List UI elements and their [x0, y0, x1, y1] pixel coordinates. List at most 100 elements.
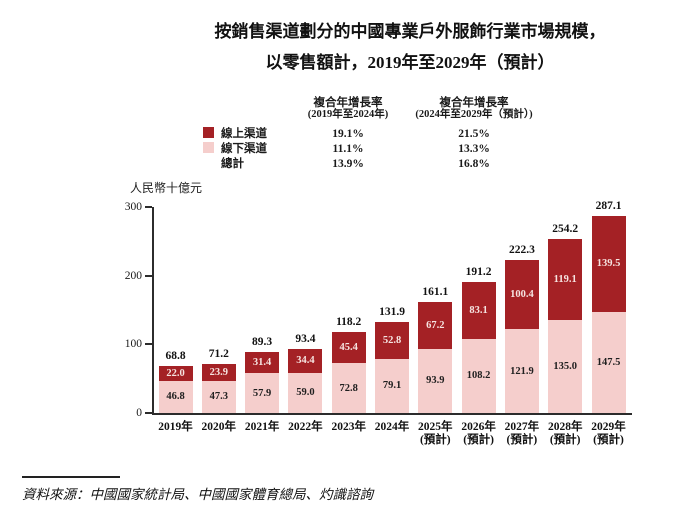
bar-total-label: 222.3 [508, 244, 535, 257]
bar-total-label: 287.1 [595, 199, 622, 212]
bar-2026年-offline-segment: 108.2 [461, 338, 496, 413]
cagr-total-2024-2029: 16.8% [458, 158, 490, 170]
bar-2019年-online-segment: 22.0 [158, 365, 193, 381]
online-value-label: 23.9 [209, 366, 228, 378]
bar-2024年-offline-segment: 79.1 [375, 358, 409, 413]
offline-value-label: 135.0 [553, 361, 577, 373]
offline-value-label: 46.8 [166, 391, 185, 403]
y-tick-label: 100 [124, 338, 142, 351]
x-tick-label-year: 2025年 [418, 421, 453, 433]
x-tick-label-year: 2024年 [374, 421, 410, 433]
bar-total-label: 89.3 [252, 335, 273, 348]
x-tick-label-forecast-note: (預計) [419, 434, 451, 446]
x-tick-label-year: 2027年 [504, 421, 540, 433]
bar-2023年-offline-segment: 72.8 [331, 363, 366, 413]
offline-value-label: 57.9 [252, 387, 272, 399]
y-tick-label: 300 [124, 201, 142, 213]
x-tick-label-year: 2021年 [244, 421, 280, 433]
bar-2021年-offline-segment: 57.9 [245, 373, 280, 413]
x-tick-label-year: 2019年 [158, 421, 193, 433]
x-tick-label-year: 2026年 [461, 421, 496, 433]
bar-2022年-online-segment: 34.4 [288, 348, 323, 373]
online-value-label: 45.4 [339, 341, 358, 353]
bar-2023年-online-segment: 45.4 [331, 331, 366, 364]
x-tick-label: 2029年 (預計) [578, 421, 640, 447]
x-tick-label: 2022年 [274, 421, 336, 434]
cagr-header-2-line2: (2024年至2029年（預計）) [415, 109, 533, 120]
cagr-online-2019-2024: 19.1% [332, 128, 364, 140]
offline-value-label: 108.2 [466, 370, 491, 382]
offline-value-label: 147.5 [596, 356, 621, 368]
bar-total-label: 191.2 [465, 265, 492, 278]
plot-area: 0 100 200 300 46.8 22.0 68.8 2019年 47.3 23.9 71.2 2… [125, 200, 632, 446]
legend-label-online: 線上渠道 [221, 128, 267, 140]
cagr-offline-2019-2024: 11.1% [332, 143, 364, 155]
bar-total-label: 254.2 [552, 222, 579, 235]
source-note: 資料來源：中國國家統計局、中國國家體育總局、灼識諮詢 [22, 487, 373, 502]
bar-2028年-online-segment: 119.1 [548, 238, 583, 321]
legend: 線上渠道 線下渠道 總計 [203, 127, 267, 172]
x-tick-label: 2023年 [318, 421, 380, 434]
cagr-column-2024-2029: 複合年增長率 (2024年至2029年（預計）) 21.5% 13.3% 16.… [394, 97, 554, 170]
y-axis-tick [145, 343, 152, 346]
y-axis-tick [145, 206, 152, 208]
legend-row-total: 總計 [203, 157, 267, 172]
x-tick-label: 2025年 (預計) [404, 421, 466, 447]
x-tick-label: 2021年 [231, 421, 293, 434]
offline-value-label: 59.0 [296, 387, 315, 399]
offline-value-label: 72.8 [339, 382, 358, 394]
y-tick-label: 0 [136, 407, 142, 419]
x-tick-label: 2020年 [188, 421, 250, 434]
x-tick-label-forecast-note: (預計) [506, 434, 538, 446]
bar-2020年-online-segment: 23.9 [201, 364, 236, 381]
x-tick-label-year: 2029年 [591, 421, 626, 433]
cagr-header-1-line1: 複合年增長率 [313, 97, 383, 109]
bar-total-label: 131.9 [379, 306, 405, 319]
y-tick-label: 200 [124, 269, 142, 282]
cagr-column-2019-2024: 複合年增長率 (2019年至2024年) 19.1% 11.1% 13.9% [284, 97, 412, 170]
chart-title-line1: 按銷售渠道劃分的中國專業戶外服飾行業市場規模， [214, 22, 606, 41]
source-divider [22, 476, 120, 478]
bar-2020年-offline-segment: 47.3 [201, 380, 236, 413]
cagr-header-2-line1: 複合年增長率 [439, 97, 509, 109]
y-axis-unit-label: 人民幣十億元 [130, 181, 203, 195]
bar-total-label: 161.1 [422, 286, 449, 299]
total-swatch-spacer [203, 157, 214, 168]
chart-title-line2: 以零售額計，2019年至2029年（預計） [265, 53, 555, 72]
cagr-total-2019-2024: 13.9% [332, 158, 364, 170]
bar-2029年-online-segment: 139.5 [591, 215, 626, 312]
bar-total-label: 93.4 [295, 332, 316, 345]
bar-2019年-offline-segment: 46.8 [158, 380, 193, 413]
bar-2025年-offline-segment: 93.9 [418, 348, 453, 413]
online-value-label: 22.0 [166, 367, 185, 379]
online-value-label: 83.1 [469, 304, 488, 316]
online-value-label: 31.4 [252, 356, 272, 368]
x-tick-label: 2024年 [361, 421, 423, 434]
cagr-online-2024-2029: 21.5% [458, 128, 490, 140]
x-tick-label-forecast-note: (預計) [463, 434, 494, 446]
x-tick-label-year: 2022年 [288, 421, 323, 433]
online-value-label: 139.5 [596, 258, 621, 270]
bar-2026年-online-segment: 83.1 [461, 281, 496, 339]
cagr-offline-2024-2029: 13.3% [458, 143, 490, 155]
legend-row-online: 線上渠道 [203, 127, 267, 142]
online-value-label: 34.4 [296, 355, 315, 367]
bar-2021年-online-segment: 31.4 [245, 351, 280, 374]
y-axis-tick [145, 274, 152, 277]
legend-label-offline: 線下渠道 [221, 143, 267, 155]
offline-value-label: 47.3 [209, 391, 228, 403]
online-value-label: 100.4 [510, 289, 534, 301]
x-tick-label: 2026年 (預計) [448, 421, 510, 447]
x-tick-label: 2019年 [145, 421, 207, 434]
bar-2027年-offline-segment: 121.9 [504, 329, 539, 413]
x-tick-label-year: 2028年 [547, 421, 583, 433]
legend-row-offline: 線下渠道 [203, 142, 267, 157]
online-value-label: 52.8 [382, 335, 402, 347]
bar-total-label: 68.8 [165, 349, 186, 362]
x-tick-label: 2027年 (預計) [491, 421, 553, 447]
chart-title: 按銷售渠道劃分的中國專業戶外服飾行業市場規模， 以零售額計，2019年至2029… [140, 16, 680, 78]
offline-value-label: 79.1 [382, 380, 402, 392]
online-channel-swatch-icon [203, 127, 214, 138]
online-value-label: 119.1 [553, 273, 577, 285]
